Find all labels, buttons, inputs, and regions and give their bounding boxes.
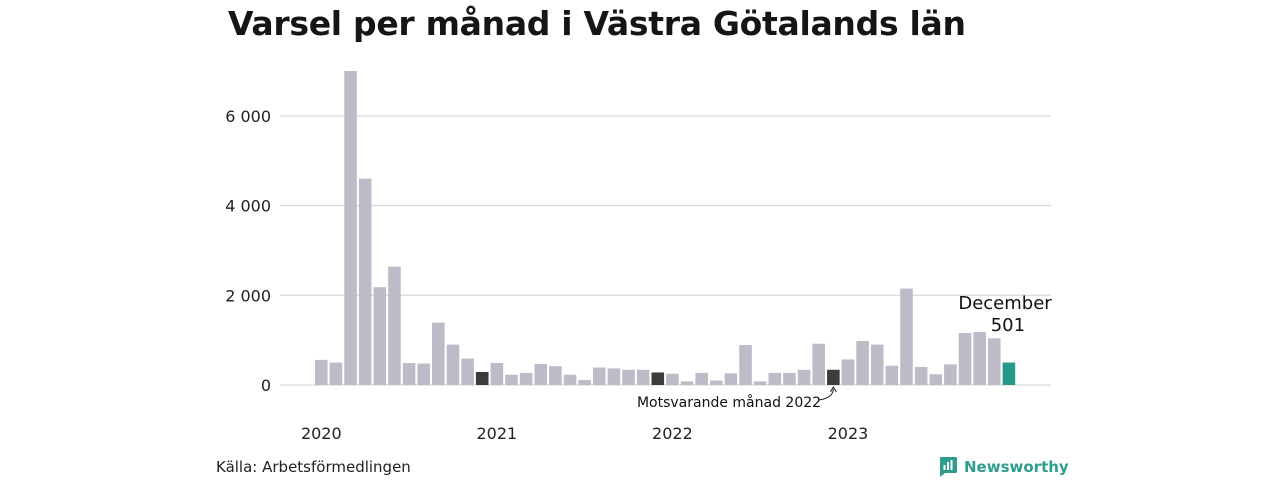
bar-2022-02 <box>680 381 694 385</box>
bar-2020-12 <box>475 371 489 385</box>
y-tick-label: 6 000 <box>225 107 271 126</box>
bar-2020-02 <box>329 362 343 385</box>
bar-2021-03 <box>519 372 533 385</box>
x-tick-label: 2021 <box>477 424 518 443</box>
bar-2022-04 <box>710 380 723 385</box>
bar-2023-04 <box>885 365 899 385</box>
bar-2021-06 <box>563 374 577 385</box>
y-tick-label: 2 000 <box>225 286 271 305</box>
bar-2021-08 <box>592 367 606 385</box>
bar-2021-02 <box>505 374 518 385</box>
bar-2021-09 <box>607 368 621 385</box>
bar-2023-05 <box>900 288 913 385</box>
bar-2020-08 <box>417 363 431 385</box>
bar-2021-05 <box>549 366 562 385</box>
bar-2023-03 <box>870 344 884 385</box>
bar-2022-08 <box>768 372 782 385</box>
bar-2023-11 <box>987 338 1001 385</box>
x-tick-label: 2020 <box>301 424 342 443</box>
bar-2022-03 <box>695 372 708 385</box>
bar-2020-03 <box>344 71 357 385</box>
annotation-arrowhead <box>829 386 837 393</box>
bar-2020-06 <box>388 266 401 385</box>
bar-2021-11 <box>636 369 650 385</box>
bar-2020-01 <box>315 359 328 385</box>
bar-2020-04 <box>358 178 372 385</box>
bar-2021-01 <box>490 363 504 385</box>
bar-2021-12 <box>651 372 665 385</box>
bar-2023-09 <box>958 332 972 385</box>
bar-2022-07 <box>753 381 767 385</box>
bar-2020-05 <box>373 287 387 385</box>
bar-2021-10 <box>622 369 635 385</box>
bar-2020-09 <box>432 322 445 385</box>
bar-2023-08 <box>944 364 957 385</box>
bar-2020-10 <box>446 344 460 385</box>
bar-2020-07 <box>402 363 416 385</box>
brand-name: Newsworthy <box>964 458 1069 476</box>
chart-title: Varsel per månad i Västra Götalands län <box>228 4 966 43</box>
bar-chart-logo-icon <box>940 457 957 477</box>
bar-2023-01 <box>841 359 855 385</box>
bar-2021-07 <box>578 380 591 385</box>
bar-2020-11 <box>461 358 474 385</box>
bar-2023-10 <box>973 332 986 385</box>
y-tick-label: 0 <box>261 376 271 395</box>
bar-2022-10 <box>797 369 811 385</box>
bar-2023-06 <box>914 367 928 385</box>
bar-2022-12 <box>827 369 840 385</box>
bar-2022-05 <box>724 373 738 385</box>
x-tick-label: 2023 <box>828 424 869 443</box>
bar-2022-11 <box>812 343 826 385</box>
annotation-current-value: 501 <box>991 315 1025 336</box>
bar-2022-06 <box>739 345 752 385</box>
annotation-previous-year: Motsvarande månad 2022 <box>637 394 821 411</box>
brand-logo: Newsworthy <box>938 456 1069 478</box>
bar-2023-07 <box>929 374 943 385</box>
bar-2023-02 <box>856 341 869 385</box>
bar-2021-04 <box>534 363 548 385</box>
source-note: Källa: Arbetsförmedlingen <box>216 458 411 476</box>
y-tick-label: 4 000 <box>225 197 271 216</box>
bar-2022-01 <box>666 373 679 385</box>
annotation-current-month: December <box>958 293 1052 314</box>
annotation-arrow <box>818 388 834 401</box>
bar-2023-12 <box>1002 362 1016 385</box>
bar-2022-09 <box>783 372 796 385</box>
x-tick-label: 2022 <box>652 424 693 443</box>
